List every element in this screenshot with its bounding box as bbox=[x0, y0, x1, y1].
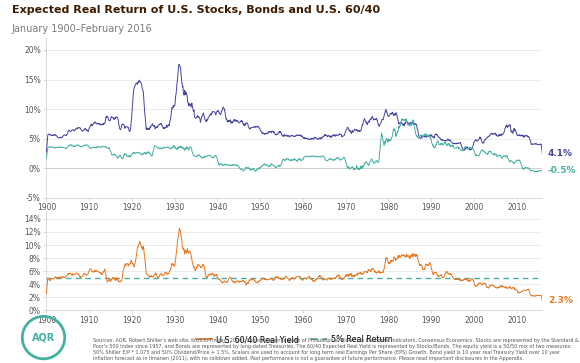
Legend: U.S. 60/40 Real Yield, 5% Real Return: U.S. 60/40 Real Yield, 5% Real Return bbox=[193, 332, 396, 347]
Text: Expected Real Return of U.S. Stocks, Bonds and U.S. 60/40: Expected Real Return of U.S. Stocks, Bon… bbox=[12, 5, 380, 16]
Text: 4.1%: 4.1% bbox=[548, 149, 573, 158]
Text: AQR: AQR bbox=[32, 333, 55, 343]
Legend: U.S. Equity Real Yield, U.S. 10Y Treasury Real Yield: U.S. Equity Real Yield, U.S. 10Y Treasur… bbox=[166, 223, 422, 238]
Text: -0.5%: -0.5% bbox=[548, 166, 577, 175]
Text: 2.3%: 2.3% bbox=[548, 296, 572, 305]
Text: Sources: AQR, Robert Shiller's web site, Kozicki-Tinsley (2006), Federal Reserve: Sources: AQR, Robert Shiller's web site,… bbox=[93, 338, 578, 361]
Text: January 1900–February 2016: January 1900–February 2016 bbox=[12, 24, 153, 34]
